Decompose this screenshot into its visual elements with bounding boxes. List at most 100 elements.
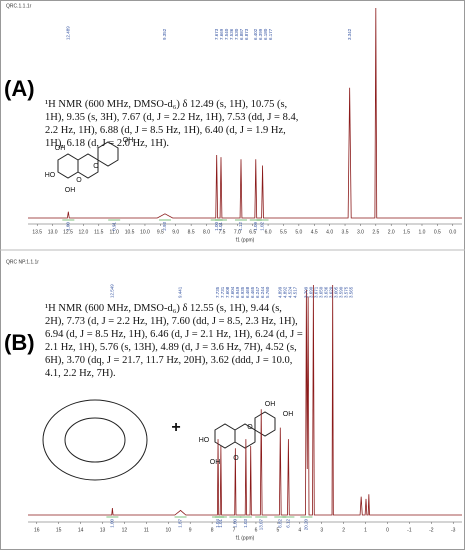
x-tick-label: 3	[320, 527, 323, 533]
spectrum-title: QRC.1.1.1r	[6, 3, 32, 9]
peak-label: 3.565	[348, 286, 353, 298]
x-tick-label: 10.5	[125, 229, 135, 235]
x-tick-label: 7.5	[218, 229, 225, 235]
peak-label: 3.342	[347, 28, 352, 40]
x-tick-label: 8	[211, 527, 214, 533]
peak-label: 7.669	[219, 28, 224, 40]
peak-label: 4.517	[292, 286, 297, 298]
peak-label: 3.575	[343, 286, 348, 298]
peak-label: 6.935	[240, 286, 245, 298]
peak-label: 3.605	[333, 286, 338, 298]
spectrum-title: QRC NP.1.1.1r	[6, 259, 39, 265]
x-tick-label: 0	[386, 527, 389, 533]
nmr-description: ¹H NMR (600 MHz, DMSO-d₆) δ 12.55 (s, 1H…	[45, 303, 303, 379]
x-tick-label: 6.0	[265, 229, 272, 235]
peak-label: 7.735	[215, 286, 220, 298]
x-tick-label: -3	[451, 527, 456, 533]
peak-label: 7.536	[229, 28, 234, 40]
peak-label: 6.247	[255, 286, 260, 298]
peak-label: 9.441	[178, 286, 183, 298]
x-tick-label: 5.5	[280, 229, 287, 235]
peak-label: 7.608	[225, 286, 230, 298]
structure-label: OH	[123, 137, 134, 144]
structure-label: HO	[45, 172, 56, 179]
peak-label: 6.873	[244, 28, 249, 40]
structure-label: OH	[265, 401, 276, 408]
x-tick-label: 4	[298, 527, 301, 533]
integral-label: 1.00	[233, 519, 238, 528]
x-tick-label: -1	[407, 527, 412, 533]
x-tick-label: 9.0	[172, 229, 179, 235]
x-tick-label: 9.5	[157, 229, 164, 235]
peak-label: 4.892	[282, 286, 287, 298]
peak-label: 6.177	[268, 28, 273, 40]
peak-label: 6.399	[258, 28, 263, 40]
integral-label: 20.20	[304, 519, 309, 531]
peak-label: 3.671	[313, 286, 318, 298]
spectrum	[28, 7, 462, 219]
x-tick-label: 7.0	[234, 229, 241, 235]
structure-label: OH	[65, 187, 76, 194]
peak-label: 3.590	[338, 286, 343, 298]
peak-label: 3.690	[308, 286, 313, 298]
x-tick-label: 12.5	[63, 229, 73, 235]
peak-label: 7.604	[230, 286, 235, 298]
structure-a	[57, 141, 119, 179]
peak-label: 6.180	[263, 28, 268, 40]
peak-label: 4.524	[287, 286, 292, 298]
x-tick-label: 8.0	[203, 229, 210, 235]
x-tick-label: 13	[100, 527, 106, 533]
integral-label: 1.04	[215, 519, 220, 528]
x-tick-label: 10	[166, 527, 172, 533]
structure-label: HO	[199, 437, 210, 444]
peak-label: 12.549	[110, 284, 115, 298]
x-tick-label: 5.0	[295, 229, 302, 235]
x-tick-label: 6.5	[249, 229, 256, 235]
x-tick-label: 4.0	[326, 229, 333, 235]
x-tick-label: 0.5	[434, 229, 441, 235]
x-tick-label: 10.0	[140, 229, 150, 235]
x-tick-label: 3.5	[342, 229, 349, 235]
integral-label: 1.00	[110, 519, 115, 528]
peak-label: 6.465	[250, 286, 255, 298]
structure-label: O	[76, 177, 82, 184]
integral-label: 0.91	[111, 222, 116, 231]
structure-label: OH	[55, 145, 66, 152]
peak-label: 6.949	[235, 286, 240, 298]
x-tick-label: 6	[255, 527, 258, 533]
x-tick-label: 0.0	[449, 229, 456, 235]
integral-label: 2.93	[162, 222, 167, 231]
structure-b	[42, 399, 276, 481]
integral-label: 1.09	[253, 222, 258, 231]
peak-label: 5.760	[265, 286, 270, 298]
peak-label: 6.468	[245, 286, 250, 298]
x-tick-label: 12	[122, 527, 128, 533]
peak-label: 6.887	[239, 28, 244, 40]
x-tick-label: 1.5	[403, 229, 410, 235]
integral-label: 1.12	[238, 222, 243, 231]
x-tick-label: 3.0	[357, 229, 364, 235]
peak-label: 7.540	[224, 28, 229, 40]
peak-label: 4.899	[277, 286, 282, 298]
x-tick-label: 4.5	[311, 229, 318, 235]
x-tick-label: 9	[189, 527, 192, 533]
integral-label: 6.82	[277, 519, 282, 528]
integral-label: 1.00	[214, 222, 219, 231]
x-tick-label: 12.0	[79, 229, 89, 235]
peak-label: 3.636	[323, 286, 328, 298]
x-tick-label: 14	[78, 527, 84, 533]
spectrum	[28, 284, 462, 516]
structure-label: O	[247, 424, 253, 431]
x-axis-label: f1 (ppm)	[236, 237, 255, 243]
peak-label: 3.620	[328, 286, 333, 298]
x-tick-label: 15	[56, 527, 62, 533]
x-tick-label: 8.5	[188, 229, 195, 235]
x-axis-label: f1 (ppm)	[236, 535, 255, 541]
panel-label: (A)	[4, 76, 35, 101]
x-tick-label: 1.0	[419, 229, 426, 235]
integral-label: 6.12	[286, 519, 291, 528]
x-tick-label: -2	[429, 527, 434, 533]
